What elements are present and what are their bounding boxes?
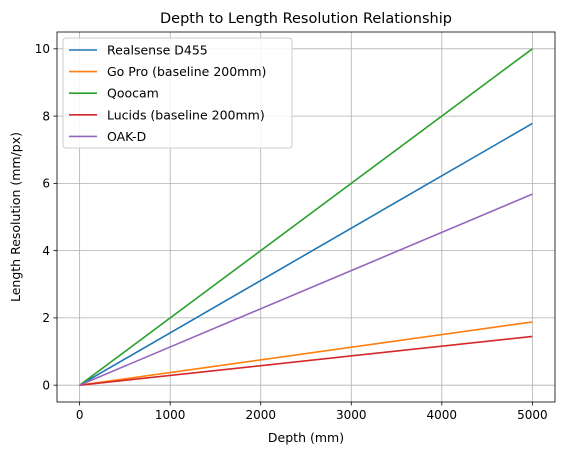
y-tick-label: 2 bbox=[42, 311, 50, 325]
legend-label: Qoocam bbox=[107, 86, 159, 101]
legend-label: Lucids (baseline 200mm) bbox=[107, 107, 265, 122]
chart-title: Depth to Length Resolution Relationship bbox=[160, 11, 452, 27]
x-tick-label: 0 bbox=[76, 408, 84, 422]
series-line-2 bbox=[79, 48, 533, 386]
y-axis-label: Length Resolution (mm/px) bbox=[8, 132, 23, 302]
series-line-1 bbox=[79, 321, 533, 386]
x-axis-label: Depth (mm) bbox=[268, 430, 344, 445]
x-tick-label: 5000 bbox=[517, 408, 548, 422]
y-tick-label: 6 bbox=[42, 177, 50, 191]
axis-ticks: 0 1000 2000 3000 4000 5000 0 2 4 6 8 10 bbox=[35, 42, 548, 422]
x-tick-label: 4000 bbox=[427, 408, 458, 422]
x-tick-label: 2000 bbox=[245, 408, 276, 422]
series-line-3 bbox=[79, 335, 533, 386]
legend-label: Realsense D455 bbox=[107, 43, 208, 58]
legend-box bbox=[62, 37, 293, 149]
plot-area-frame bbox=[56, 31, 556, 403]
series-line-4 bbox=[79, 193, 533, 386]
series-line-0 bbox=[79, 122, 533, 386]
y-tick-label: 4 bbox=[42, 244, 50, 258]
x-tick-label: 1000 bbox=[155, 408, 186, 422]
legend-label: Go Pro (baseline 200mm) bbox=[107, 64, 266, 79]
y-tick-label: 10 bbox=[35, 42, 50, 56]
legend: Realsense D455 Go Pro (baseline 200mm) Qoo… bbox=[62, 37, 293, 149]
x-tick-label: 3000 bbox=[336, 408, 367, 422]
y-tick-label: 0 bbox=[42, 378, 50, 392]
y-tick-label: 8 bbox=[42, 109, 50, 123]
legend-label: OAK-D bbox=[107, 129, 146, 144]
series-lines bbox=[79, 48, 533, 386]
